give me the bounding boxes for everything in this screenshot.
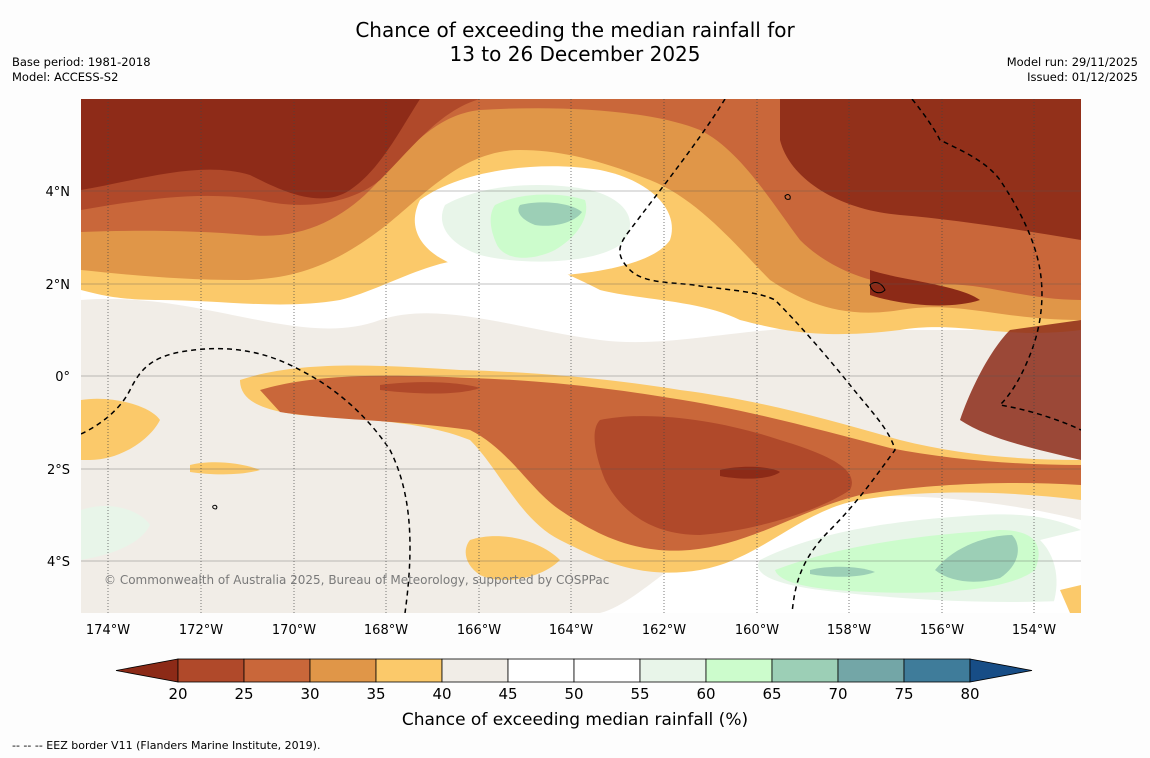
lon-label-168w: 168°W bbox=[364, 623, 408, 638]
lon-label-158w: 158°W bbox=[827, 623, 871, 638]
lat-label-4s: 4°S bbox=[47, 555, 70, 570]
colorbar-tick-label: 40 bbox=[432, 685, 452, 703]
colorbar-bin bbox=[903, 658, 971, 683]
colorbar-tick-label: 25 bbox=[234, 685, 254, 703]
colorbar-bin bbox=[243, 658, 311, 683]
lat-label-2s: 2°S bbox=[47, 463, 70, 478]
colorbar-bin bbox=[441, 658, 509, 683]
meta-right: Model run: 29/11/2025 Issued: 01/12/2025 bbox=[1007, 55, 1138, 85]
base-period: Base period: 1981-2018 bbox=[12, 55, 151, 69]
colorbar-bin bbox=[771, 658, 839, 683]
colorbar bbox=[115, 658, 1033, 683]
lon-label-154w: 154°W bbox=[1012, 623, 1056, 638]
colorbar-bin bbox=[639, 658, 707, 683]
meta-left: Base period: 1981-2018 Model: ACCESS-S2 bbox=[12, 55, 151, 85]
lon-label-172w: 172°W bbox=[179, 623, 223, 638]
lon-label-160w: 160°W bbox=[735, 623, 779, 638]
colorbar-tick-label: 20 bbox=[168, 685, 188, 703]
map-title: Chance of exceeding the median rainfall … bbox=[0, 18, 1150, 66]
lon-label-166w: 166°W bbox=[457, 623, 501, 638]
eez-borders bbox=[81, 99, 1081, 613]
lon-label-174w: 174°W bbox=[86, 623, 130, 638]
colorbar-bin bbox=[375, 658, 443, 683]
lon-label-164w: 164°W bbox=[549, 623, 593, 638]
colorbar-title: Chance of exceeding median rainfall (%) bbox=[401, 710, 749, 730]
colorbar-tick-label: 70 bbox=[828, 685, 848, 703]
colorbar-tick-label: 60 bbox=[696, 685, 716, 703]
model-run: Model run: 29/11/2025 bbox=[1006, 55, 1138, 69]
colorbar-bin bbox=[177, 658, 245, 683]
colorbar-bin bbox=[837, 658, 905, 683]
lat-label-0: 0° bbox=[55, 370, 70, 385]
lat-label-4n: 4°N bbox=[46, 185, 71, 200]
colorbar-extend-low bbox=[115, 658, 179, 683]
lon-label-162w: 162°W bbox=[642, 623, 686, 638]
lon-labels: 174°W 172°W 170°W 168°W 166°W 164°W 162°… bbox=[86, 623, 1056, 638]
colorbar-extend-high bbox=[969, 658, 1033, 683]
copyright-text: © Commonwealth of Australia 2025, Bureau… bbox=[104, 573, 609, 587]
title-line-2: 13 to 26 December 2025 bbox=[449, 42, 701, 66]
colorbar-bin bbox=[507, 658, 575, 683]
colorbar-tick-label: 45 bbox=[498, 685, 518, 703]
colorbar-tick-label: 30 bbox=[300, 685, 320, 703]
lon-label-170w: 170°W bbox=[272, 623, 316, 638]
colorbar-tick-label: 75 bbox=[894, 685, 914, 703]
eez-legend: -- -- -- EEZ border V11 (Flanders Marine… bbox=[12, 739, 321, 752]
colorbar-bin bbox=[573, 658, 641, 683]
model-name: Model: ACCESS-S2 bbox=[12, 70, 119, 84]
lon-label-156w: 156°W bbox=[920, 623, 964, 638]
lat-gridlines bbox=[81, 190, 1081, 562]
colorbar-bin bbox=[309, 658, 377, 683]
rainfall-field bbox=[81, 99, 1081, 613]
colorbar-tick-label: 35 bbox=[366, 685, 386, 703]
colorbar-tick-label: 80 bbox=[960, 685, 980, 703]
colorbar-tick-label: 65 bbox=[762, 685, 782, 703]
colorbar-bin bbox=[705, 658, 773, 683]
colorbar-tick-label: 55 bbox=[630, 685, 650, 703]
lat-label-2n: 2°N bbox=[46, 278, 71, 293]
colorbar-tick-label: 50 bbox=[564, 685, 584, 703]
title-line-1: Chance of exceeding the median rainfall … bbox=[355, 18, 795, 42]
issued-date: Issued: 01/12/2025 bbox=[1027, 70, 1138, 84]
